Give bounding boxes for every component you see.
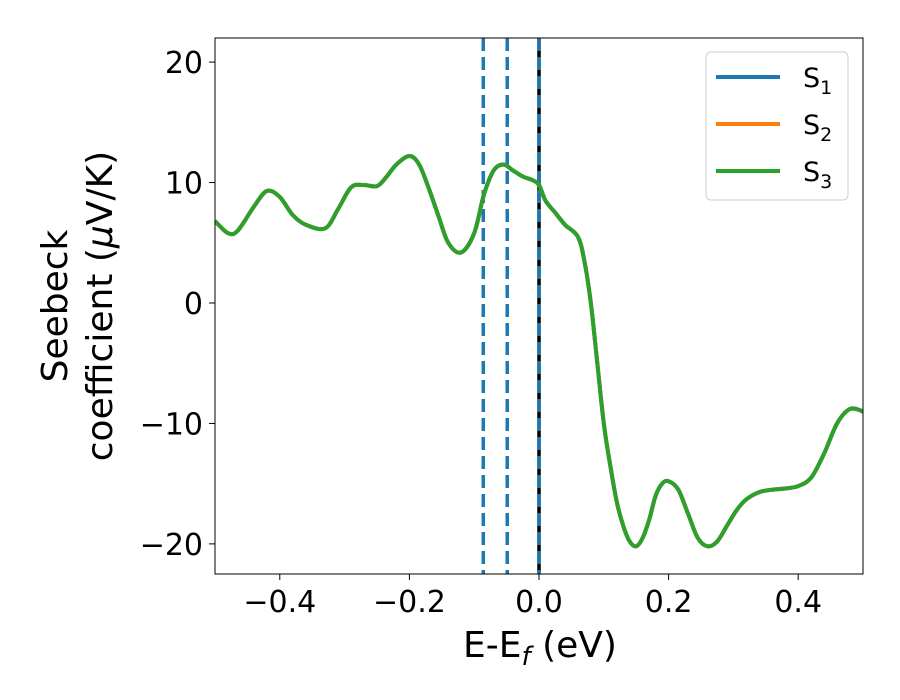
legend-label: S2 [803, 110, 832, 146]
x-axis-label: E-Ef (eV) [463, 625, 617, 672]
series-line-s3 [215, 154, 863, 549]
legend: S1 S2 S3 [705, 51, 849, 201]
y-tick-label: 20 [165, 46, 203, 81]
x-tick-label: −0.2 [373, 585, 446, 620]
legend-label: S1 [803, 63, 832, 99]
y-axis-label-line2: coefficient (μV/K) [80, 151, 121, 461]
vertical-markers [481, 38, 541, 574]
x-tick-label: 0.4 [774, 585, 822, 620]
y-tick-label: 0 [184, 287, 203, 322]
legend-label: S3 [803, 157, 832, 193]
x-tick-label: −0.4 [243, 585, 316, 620]
y-axis-label: Seebeck coefficient (μV/K) [35, 151, 121, 461]
y-tick-label: −20 [140, 528, 203, 563]
x-tick-label: 0.2 [645, 585, 693, 620]
x-tick-label: 0.0 [515, 585, 563, 620]
y-tick-label: 10 [165, 167, 203, 202]
x-axis-ticks: −0.4 −0.2 0.0 0.2 0.4 [243, 574, 822, 620]
y-axis-ticks: 20 10 0 −10 −20 [140, 46, 215, 563]
y-axis-label-line1: Seebeck [35, 229, 76, 382]
y-tick-label: −10 [140, 407, 203, 442]
series-curves [215, 154, 863, 549]
